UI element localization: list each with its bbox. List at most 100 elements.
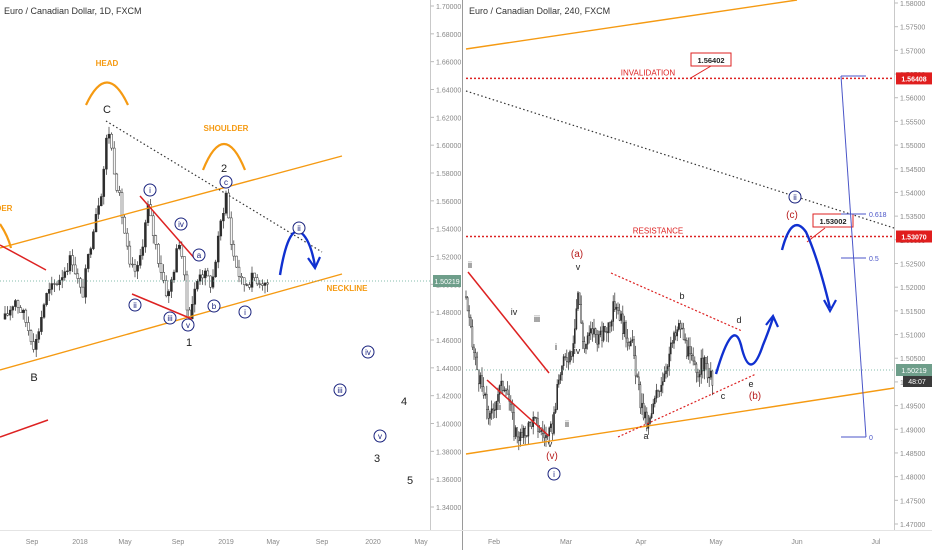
right-candle [586,335,589,345]
left-channel-upper [0,155,343,249]
left-proj-wave-v: v [378,432,382,441]
left-candle [29,330,33,342]
left-candle [92,231,95,249]
right-candle [639,384,642,409]
left-x-tick-label: Sep [316,539,329,546]
right-candle [682,327,685,341]
right-candle [498,385,501,395]
right-candle [582,322,584,342]
shoulder-label: SHOULDER [204,124,249,133]
right-candle [609,322,611,327]
left-candle [21,309,25,313]
left-candle [118,190,121,193]
left-candle [193,288,197,305]
right-wave-black-5: ii [565,419,569,429]
right-candle [506,389,509,395]
invalidation-price-text: 1.56408 [901,76,926,83]
left-candle [97,205,100,215]
right-candle [535,417,538,420]
right-wedge-lower-red [486,379,550,437]
right-candle [516,427,519,438]
left-y-tick-label: 1.64000 [436,88,461,95]
left-candle [245,284,249,286]
right-candle [657,390,659,392]
right-candle [473,346,475,354]
left-wave-iv-circle [174,217,188,231]
right-candle [690,353,693,356]
left-candle [58,279,61,285]
right-candle [644,411,647,419]
right-y-tick-label: 1.48500 [900,451,925,458]
left-candle [144,222,147,248]
left-projection-arrowhead [307,256,322,271]
left-wave-c: c [224,178,228,187]
left-candle [128,245,132,265]
right-candle [703,357,706,372]
right-channel-upper [465,0,798,50]
right-candle [692,355,695,362]
right-candle [567,361,570,363]
right-candle [514,427,517,437]
right-candle [524,427,527,436]
right-candle [566,357,568,362]
right-candle [706,363,709,379]
left-wave-i-2: i [244,308,246,317]
right-y-tick-label: 1.57000 [900,48,925,55]
right-candle [598,334,600,345]
right-candle [710,370,712,378]
right-candle [684,339,687,341]
right-candle [519,431,522,442]
left-y-tick-label: 1.40000 [436,422,461,429]
right-wave-black-4: i [555,342,557,352]
left-wave-i-circle [143,183,157,197]
fib-diagonal [840,75,867,438]
right-candle [700,357,703,375]
right-candle [622,313,624,334]
left-candle [229,217,233,245]
right-x-tick-label: Jun [791,539,802,546]
right-candle [658,390,661,392]
right-candle [623,322,626,334]
right-candle [513,412,515,437]
left-y-tick-label: 1.36000 [436,477,461,484]
wave-2-label: 2 [221,163,227,175]
right-candle [662,381,664,386]
right-wave-circled-i: i [553,470,555,479]
right-candle [465,296,467,298]
left-x-tick-label: 2018 [72,539,88,546]
right-x-tick-label: Apr [636,539,648,546]
right-candle [673,332,675,344]
left-candle [125,232,129,247]
left-candle [8,309,12,316]
right-candle [476,356,478,371]
left-candle [183,256,186,276]
right-candle [538,431,541,433]
left-x-tick-label: May [414,539,428,546]
right-candle [607,322,610,334]
left-candle [250,272,254,288]
wave-5-label: 5 [407,475,413,487]
left-y-tick-label: 1.46000 [436,338,461,345]
left-candle [261,283,264,286]
left-candle [27,322,30,331]
right-wave-black-10: b [679,291,684,301]
right-candle [548,427,551,437]
left-last-price-text: 1.50219 [434,279,459,286]
resistance-price-tag [896,230,932,243]
left-y-tick-label: 1.42000 [436,394,461,401]
right-candle [646,411,648,429]
right-candle [479,375,482,385]
right-y-tick-label: 1.48000 [900,475,925,482]
right-candle [564,356,567,358]
left-candle [11,306,15,311]
left-candle [84,268,87,298]
left-candle [154,235,158,245]
right-candle [497,394,499,402]
left-proj-wave-iv: iv [365,348,371,357]
right-candle [559,374,562,381]
left-candle [110,133,113,149]
right-candle [492,408,494,411]
left-wedge-upper-red [139,195,197,261]
right-candle [522,427,525,438]
